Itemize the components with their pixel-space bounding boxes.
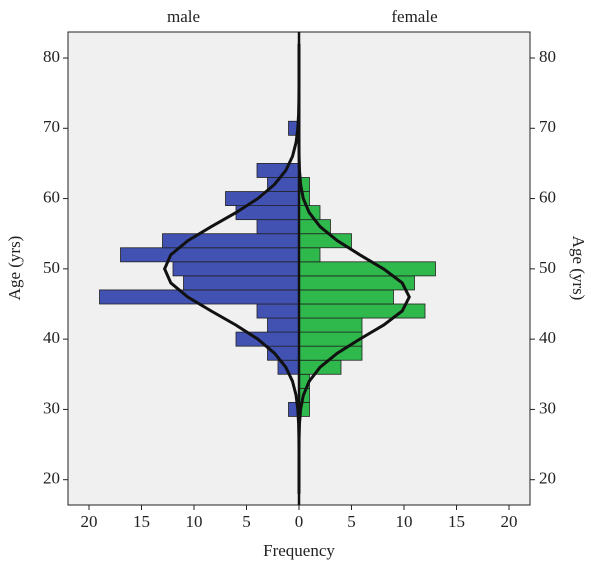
bar: [256, 303, 300, 319]
y-tick-label-right: 30: [539, 398, 556, 417]
bar: [298, 247, 321, 263]
bar: [298, 317, 363, 333]
bar: [120, 247, 300, 263]
bar: [172, 261, 300, 277]
y-tick-label: 30: [43, 398, 60, 417]
y-tick-label: 40: [43, 328, 60, 347]
bar: [235, 331, 300, 347]
y-tick-label-right: 40: [539, 328, 556, 347]
bar: [183, 275, 300, 291]
panel-label: female: [391, 7, 437, 26]
x-tick-label: 5: [242, 512, 251, 531]
y-tick-label: 60: [43, 187, 60, 206]
x-tick-label: 20: [501, 512, 518, 531]
y-tick-label-right: 50: [539, 258, 556, 277]
y-axis-label-right: Age (yrs): [569, 236, 588, 301]
y-tick-label: 50: [43, 258, 60, 277]
bar: [298, 261, 436, 277]
x-axis-label: Frequency: [263, 541, 335, 560]
x-tick-label: 5: [347, 512, 356, 531]
bar: [267, 317, 300, 333]
x-tick-label: 15: [448, 512, 465, 531]
x-tick-label: 0: [295, 512, 304, 531]
x-tick-label: 15: [133, 512, 150, 531]
bar: [256, 219, 300, 235]
y-axis-label: Age (yrs): [5, 236, 24, 301]
bar: [298, 289, 394, 305]
bar: [256, 163, 300, 178]
x-tick-label: 20: [81, 512, 98, 531]
y-tick-label: 80: [43, 47, 60, 66]
bar: [99, 289, 300, 305]
x-tick-label: 10: [186, 512, 203, 531]
y-tick-label-right: 80: [539, 47, 556, 66]
x-tick-label: 10: [396, 512, 413, 531]
y-tick-label-right: 70: [539, 117, 556, 136]
panel-label: male: [167, 7, 200, 26]
y-tick-label: 20: [43, 469, 60, 488]
y-tick-label-right: 20: [539, 469, 556, 488]
y-tick-label: 70: [43, 117, 60, 136]
y-tick-label-right: 60: [539, 187, 556, 206]
